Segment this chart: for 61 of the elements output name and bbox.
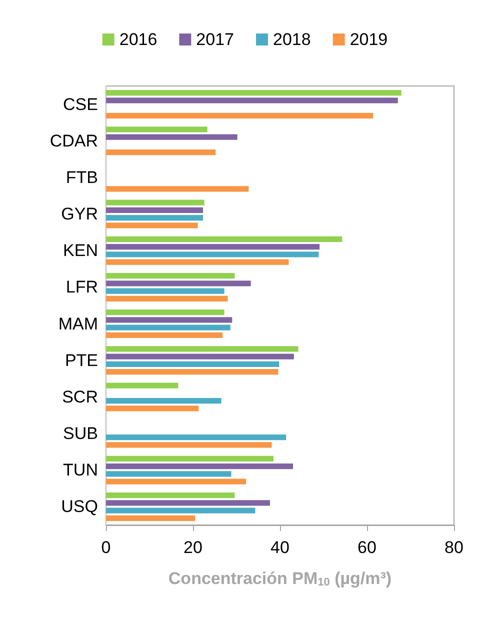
bar — [106, 492, 235, 498]
bar — [106, 222, 198, 228]
bar — [106, 126, 208, 132]
bar — [106, 259, 289, 265]
bar — [106, 134, 238, 140]
bar — [106, 398, 222, 404]
y-tick-label: CDAR — [50, 131, 98, 150]
legend-label: 2016 — [119, 30, 158, 49]
bar — [106, 98, 398, 104]
bar — [106, 434, 286, 440]
y-tick-label: MAM — [58, 314, 98, 334]
y-tick-label: TUN — [63, 460, 98, 480]
legend-label: 2017 — [196, 30, 234, 49]
y-tick-label: CSE — [63, 94, 98, 114]
bar — [106, 500, 270, 506]
bar — [106, 442, 272, 448]
bar — [106, 200, 204, 206]
legend-label: 2019 — [350, 30, 388, 49]
bar — [106, 244, 320, 250]
bar — [106, 361, 280, 368]
bar — [106, 288, 224, 294]
bar — [106, 324, 230, 330]
x-tick-label: 0 — [101, 538, 111, 557]
bar — [106, 382, 178, 388]
bar — [106, 252, 319, 258]
y-tick-label: GYR — [61, 204, 98, 224]
bar — [106, 215, 204, 221]
bar — [106, 346, 298, 352]
y-tick-label: FTB — [66, 168, 98, 187]
bar — [106, 368, 278, 375]
bar — [106, 272, 235, 279]
y-tick-label: PTE — [64, 350, 98, 370]
bar — [106, 310, 224, 316]
bar — [106, 296, 228, 302]
bar — [106, 478, 246, 484]
x-tick-label: 60 — [358, 538, 376, 557]
bar — [106, 280, 251, 286]
y-tick-label: SUB — [63, 424, 98, 444]
bar — [106, 332, 223, 338]
x-tick-label: 20 — [184, 538, 202, 557]
x-tick-label: 40 — [270, 538, 290, 557]
bar — [106, 149, 216, 156]
bar — [106, 354, 294, 360]
bar — [106, 186, 249, 192]
bar — [106, 317, 232, 323]
bar — [106, 236, 342, 242]
bar — [106, 406, 199, 412]
legend-label: 2018 — [273, 30, 311, 49]
bar — [106, 463, 294, 470]
bar — [106, 456, 274, 462]
y-tick-label: KEN — [63, 241, 98, 260]
y-tick-label: LFR — [66, 278, 98, 297]
bar — [106, 112, 374, 119]
bar — [106, 90, 402, 96]
bar — [106, 207, 204, 214]
y-tick-label: USQ — [61, 497, 98, 516]
y-tick-label: SCR — [62, 387, 98, 406]
bar — [106, 471, 232, 477]
x-tick-label: 80 — [444, 538, 464, 557]
bar — [106, 515, 196, 521]
bar — [106, 508, 256, 514]
